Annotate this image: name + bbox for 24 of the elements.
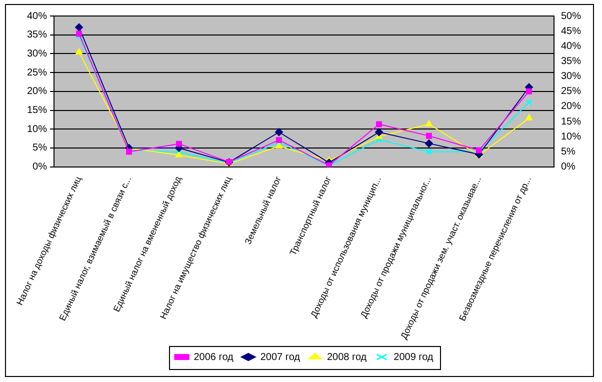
legend-label: 2007 год <box>260 352 300 363</box>
y-tick-label: 0% <box>32 162 48 173</box>
legend-label: 2008 год <box>327 352 367 363</box>
y-tick-label: 15% <box>27 105 48 116</box>
y-tick-label: 20% <box>27 86 48 98</box>
y-tick-label: 40% <box>27 10 48 22</box>
y2-tick-label: 30% <box>560 71 582 82</box>
y2-tick-label: 45% <box>560 26 582 37</box>
y2-tick-label: 40% <box>560 40 582 52</box>
y-tick-label: 30% <box>27 48 48 60</box>
y-tick-label: 35% <box>27 30 48 41</box>
y2-tick-label: 0% <box>560 162 576 173</box>
y2-tick-label: 10% <box>560 131 582 142</box>
y2-tick-label: 50% <box>560 10 582 22</box>
legend-label: 2006 год <box>194 352 234 363</box>
legend-label: 2009 год <box>394 352 434 363</box>
y-tick-label: 5% <box>32 142 48 154</box>
y2-tick-label: 15% <box>560 116 582 128</box>
y2-tick-label: 35% <box>560 56 582 67</box>
y2-tick-label: 25% <box>560 86 582 98</box>
y2-tick-label: 20% <box>560 101 582 112</box>
y-tick-label: 10% <box>27 124 48 135</box>
y2-tick-label: 5% <box>560 146 576 158</box>
y-tick-label: 25% <box>27 67 48 78</box>
